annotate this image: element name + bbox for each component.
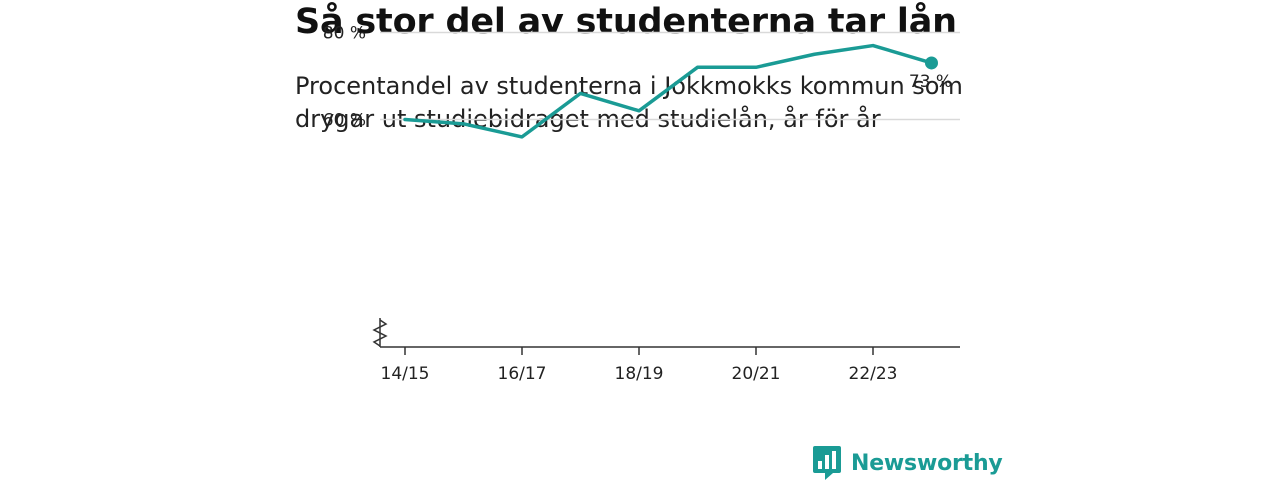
- series-line: [403, 43, 934, 139]
- gridlines: [380, 31, 960, 121]
- x-tick-label: 18/19: [615, 364, 664, 384]
- chart-title: Så stor del av studenterna tar lån: [295, 2, 957, 42]
- x-tick-label: 20/21: [732, 364, 781, 384]
- end-value-label: 73 %: [909, 72, 952, 92]
- y-axis-ticks: 60 % 80 %: [323, 24, 366, 131]
- x-tick-label: 16/17: [498, 364, 547, 384]
- x-tick-label: 14/15: [381, 364, 430, 384]
- x-axis: 14/15 16/17 18/19 20/21 22/23: [372, 318, 960, 384]
- end-point-marker: [925, 56, 938, 70]
- newsworthy-logo: Newsworthy: [813, 445, 1003, 481]
- y-tick-label: 80 %: [323, 24, 366, 44]
- line-chart: 60 % 80 % 14/15 16/17 18/19 20/21 22/23 73 %: [323, 24, 960, 384]
- data-labels: 73 %: [909, 72, 952, 92]
- x-tick-label: 22/23: [849, 364, 898, 384]
- brand-name: Newsworthy: [851, 450, 1003, 476]
- y-tick-label: 60 %: [323, 111, 366, 131]
- axis-break-icon: [372, 319, 388, 347]
- bar-chart-speech-icon: [813, 446, 841, 480]
- series-layer: [403, 43, 938, 139]
